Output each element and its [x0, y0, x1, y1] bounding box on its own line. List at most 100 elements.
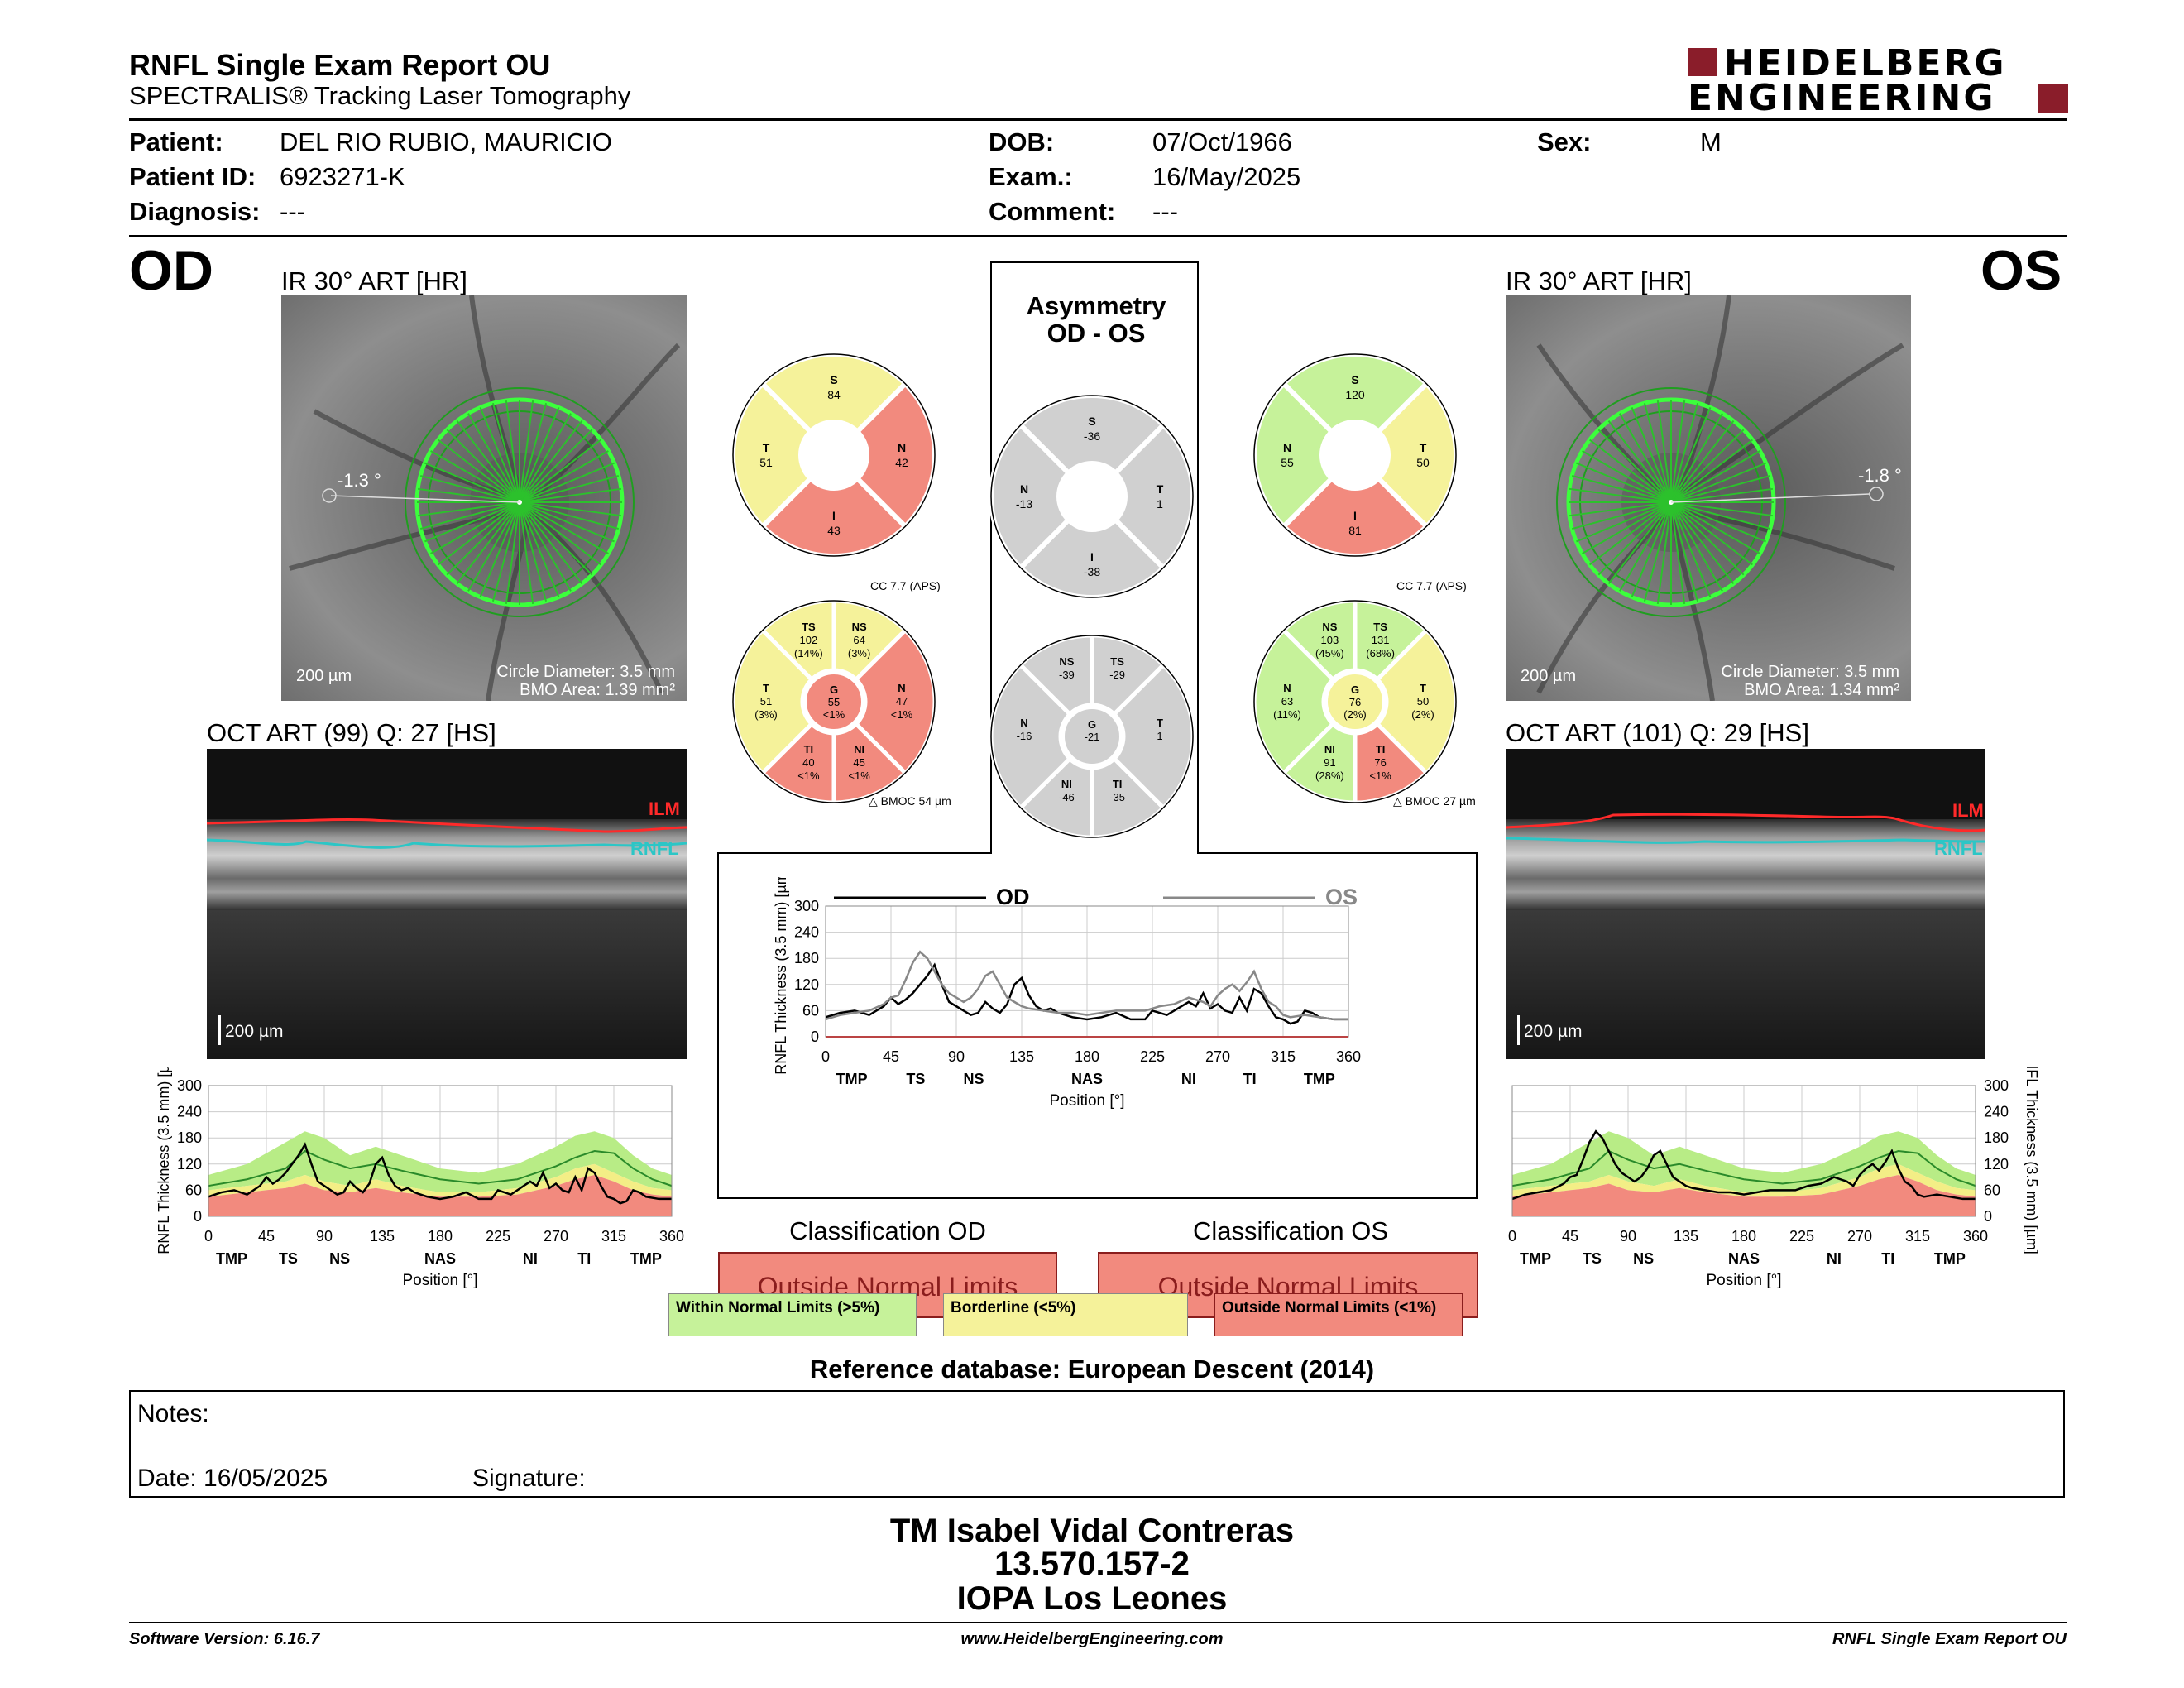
- od-oct-scale-bar: [218, 1015, 221, 1045]
- sector-text: NS: [1322, 621, 1337, 633]
- scan-spoke: [491, 402, 520, 503]
- scan-spoke: [519, 402, 548, 503]
- region-label: NAS: [1071, 1071, 1103, 1087]
- sector-label: T: [763, 441, 770, 454]
- y-tick-label: 180: [794, 950, 819, 966]
- sector-text: TI: [1113, 778, 1123, 790]
- sector-global: [1061, 706, 1123, 767]
- os-circle-diameter: Circle Diameter: 3.5 mm: [1721, 663, 1899, 681]
- sector-text: (28%): [1315, 770, 1344, 782]
- sector-value: -38: [1084, 565, 1100, 578]
- scan-spoke: [1607, 420, 1672, 503]
- sector-label: N: [898, 441, 906, 454]
- region-label: NI: [1181, 1071, 1196, 1087]
- os-oct-label: OCT ART (101) Q: 29 [HS]: [1506, 718, 1809, 747]
- scan-spoke: [1670, 501, 1712, 597]
- y-axis-label: RNFL Thickness (3.5 mm) [µm]: [156, 1067, 172, 1254]
- region-label: NI: [523, 1250, 538, 1267]
- od-quadrant-chart: S 84 N 42 I 43 T 51: [730, 352, 937, 559]
- sector-text: G: [1351, 683, 1359, 696]
- sector-text: (2%): [1343, 708, 1366, 721]
- sector-text: NI: [1061, 778, 1072, 790]
- os-bmoc: △ BMOC 27 µm: [1393, 794, 1476, 808]
- od-cc-label: CC 7.7 (APS): [870, 579, 941, 592]
- scan-spoke: [438, 501, 520, 566]
- patient-label: Patient:: [129, 127, 223, 156]
- outside-band: [208, 1174, 672, 1216]
- scan-spoke: [1571, 474, 1672, 503]
- scan-spoke: [1631, 501, 1672, 597]
- scan-spoke: [519, 462, 615, 503]
- x-tick-label: 45: [883, 1048, 899, 1065]
- reference-database: Reference database: European Descent (20…: [809, 1355, 1375, 1383]
- sector-outline: [1253, 600, 1457, 803]
- sector-text: (68%): [1366, 647, 1395, 659]
- scan-spoke: [519, 501, 601, 566]
- sector-value: 50: [1416, 456, 1430, 469]
- os-oct-scale: 200 µm: [1524, 1022, 1583, 1041]
- os-fundus-overlay: [1536, 295, 1904, 701]
- sector-text: (45%): [1315, 647, 1344, 659]
- y-tick-label: 240: [794, 924, 819, 941]
- sector-text: 91: [1324, 756, 1335, 769]
- region-label: NS: [329, 1250, 350, 1267]
- sector-label: I: [832, 509, 836, 522]
- dob-label: DOB:: [989, 127, 1055, 156]
- scan-spoke: [1670, 501, 1699, 602]
- sector-value: 51: [759, 456, 773, 469]
- scan-spoke: [1582, 501, 1672, 554]
- sector-text: 102: [800, 634, 818, 646]
- os-oct-choroid: [1506, 910, 1985, 1059]
- y-tick-label: 60: [1984, 1182, 2000, 1198]
- sector-label: N: [1020, 482, 1028, 496]
- diagnosis-value: ---: [280, 197, 305, 226]
- x-tick-label: 360: [1336, 1048, 1361, 1065]
- scan-spoke: [467, 501, 520, 592]
- x-tick-label: 225: [486, 1228, 510, 1244]
- scan-spoke: [479, 501, 520, 597]
- asymmetry-title: Asymmetry: [1026, 291, 1166, 320]
- sector-value: -36: [1084, 429, 1100, 443]
- os-ir-label: IR 30° ART [HR]: [1506, 266, 1692, 295]
- os-thickness-chart: 0 60 120 180 240 300 0 45 90 135 180 225 270 315 360 TM…: [1508, 1067, 2040, 1289]
- scan-spoke: [1670, 501, 1771, 530]
- scan-spoke: [1670, 429, 1745, 503]
- asymmetry-quadrant-chart: S-36 T1 I -38 N-13: [989, 393, 1195, 600]
- x-tick-label: 270: [1847, 1228, 1872, 1244]
- sector-text: 63: [1281, 695, 1293, 707]
- sector-text: 40: [802, 756, 814, 769]
- scan-spoke: [1643, 402, 1672, 503]
- legend-borderline: Borderline (<5%): [943, 1293, 1188, 1336]
- os-oct-bscan: ILM RNFL 200 µm: [1506, 749, 1985, 1059]
- region-label: TI: [577, 1250, 591, 1267]
- sector-text: -35: [1109, 791, 1125, 803]
- os-cc-label: CC 7.7 (APS): [1396, 579, 1467, 592]
- os-oct-lines: [1506, 813, 1985, 844]
- scan-spoke: [519, 501, 534, 605]
- footer-divider: [129, 1622, 2067, 1623]
- series-line-os: [825, 950, 1348, 1021]
- sector-text: 45: [853, 756, 864, 769]
- sector-text: N: [898, 682, 905, 694]
- x-tick-label: 90: [1620, 1228, 1636, 1244]
- y-tick-label: 180: [177, 1129, 202, 1146]
- scan-spoke: [519, 429, 593, 503]
- sector-text: T: [1157, 717, 1163, 729]
- dob-value: 07/Oct/1966: [1152, 127, 1292, 156]
- software-version: Software Version: 6.16.7: [129, 1630, 320, 1648]
- sector-text: 76: [1349, 696, 1361, 708]
- sector-label: S: [1088, 415, 1095, 428]
- scan-spoke: [519, 400, 534, 503]
- sector-text: <1%: [797, 770, 820, 782]
- scan-spoke: [438, 439, 520, 503]
- sector-outline: [990, 395, 1194, 598]
- scan-spoke: [519, 501, 560, 597]
- scan-spoke: [1670, 501, 1745, 576]
- x-tick-label: 270: [1205, 1048, 1230, 1065]
- scan-spoke: [1619, 501, 1672, 592]
- scan-spoke: [1597, 501, 1672, 576]
- od-sector-chart: TS102(14%)NS64(3%)N47<1%NI45<1%TI40<1%T5…: [730, 598, 937, 805]
- scan-spoke: [456, 420, 520, 503]
- os-eye-label: OS: [1980, 239, 2062, 302]
